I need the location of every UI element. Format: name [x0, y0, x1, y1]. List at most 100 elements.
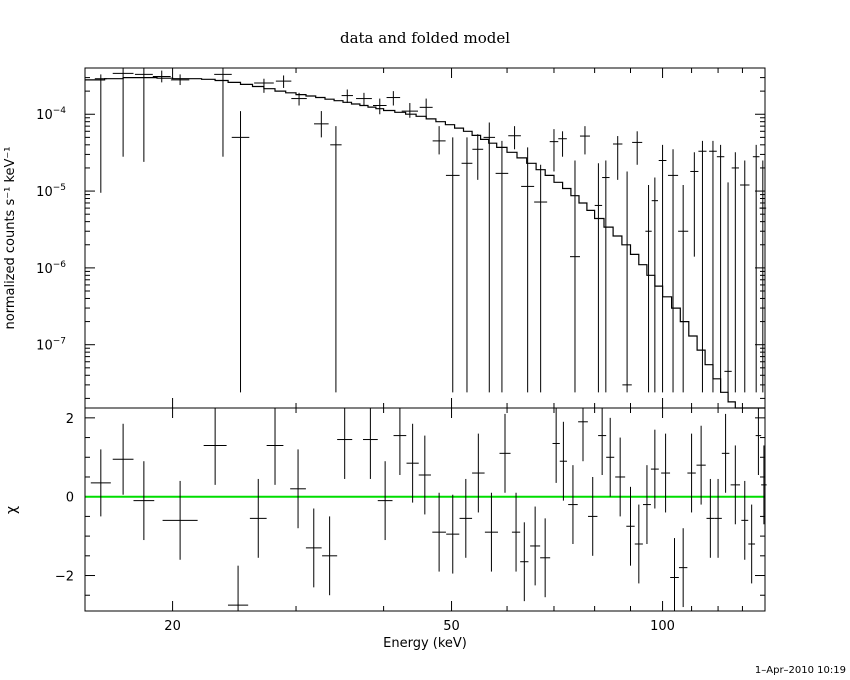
spectrum-data-point	[651, 177, 659, 393]
spectrum-data-point	[94, 74, 107, 193]
x-tick-label: 50	[443, 619, 460, 634]
residual-data-point	[227, 565, 249, 611]
spectrum-data-point	[724, 182, 732, 393]
residual-data-point	[568, 465, 578, 544]
spectrum-data-point	[602, 160, 610, 393]
residual-data-point	[741, 480, 749, 560]
residual-data-point	[459, 478, 473, 558]
residual-data-point	[748, 504, 756, 584]
residual-data-point	[714, 478, 722, 558]
residual-data-point	[687, 433, 696, 513]
spectrum-data-point	[341, 89, 353, 104]
spectrum-data-point	[483, 122, 496, 393]
spectrum-data-point	[386, 91, 401, 106]
bottom-panel-frame	[84, 407, 766, 612]
residual-data-point	[755, 408, 762, 476]
residual-data-point	[203, 408, 227, 485]
spectrum-data-point	[549, 129, 559, 172]
spectrum-data-point	[521, 147, 535, 393]
residual-data-point	[615, 437, 626, 517]
residual-data-point	[520, 522, 529, 602]
residual-data-point	[511, 492, 521, 572]
spectrum-data-point	[152, 70, 171, 83]
residual-data-point	[499, 413, 511, 493]
bottom-y-tick-labels: 2 0 −2	[55, 412, 74, 585]
x-tick-label: 100	[650, 619, 675, 634]
residual-data-point	[730, 445, 741, 525]
spectrum-data-point	[419, 98, 433, 118]
residual-data-point	[606, 417, 615, 497]
x-tick-labels: 20 50 100	[164, 619, 675, 634]
bottom-y-tick-label: 0	[66, 491, 74, 506]
spectrum-data-point	[214, 68, 232, 157]
spectrum-data-point	[632, 131, 643, 165]
spectrum-data-point	[534, 164, 548, 393]
residual-data-point	[661, 433, 671, 513]
spectrum-data-point	[678, 184, 689, 393]
spectrum-data-point	[170, 74, 190, 86]
spectrum-data-point	[461, 137, 473, 393]
residual-panel: 20−2 20 50 100 χ Energy (keV)	[4, 407, 767, 651]
residual-data-point	[337, 408, 353, 479]
residual-data-point	[484, 492, 498, 572]
spectrum-data-point	[372, 98, 387, 115]
residual-data-point	[406, 423, 419, 503]
residual-data-point	[650, 429, 659, 509]
residual-data-point	[761, 445, 767, 525]
residual-data-point	[642, 465, 651, 544]
spectrum-data-point	[645, 184, 652, 393]
residual-data-point	[552, 408, 560, 483]
spectrum-data-points	[94, 68, 767, 393]
spectrum-data-point	[472, 134, 484, 180]
residual-data-point	[446, 494, 460, 574]
bottom-y-axis-label: χ	[4, 506, 20, 514]
spectrum-data-point	[698, 140, 707, 393]
bottom-y-tick-label: 2	[66, 412, 74, 427]
spectrum-data-point	[231, 111, 250, 393]
top-y-tick-label: 10−7	[36, 337, 66, 354]
spectrum-data-point	[134, 68, 153, 162]
residual-data-point	[393, 408, 407, 476]
spectrum-data-point	[709, 140, 717, 393]
spectrum-data-point	[752, 144, 760, 393]
spectrum-data-point	[613, 136, 623, 180]
residual-data-points	[90, 408, 767, 611]
spectrum-data-point	[731, 152, 739, 393]
spectrum-data-point	[495, 140, 509, 393]
timestamp: 1–Apr–2010 10:19	[755, 665, 846, 676]
x-tick-label: 20	[164, 619, 181, 634]
residual-data-point	[377, 461, 393, 541]
residual-data-point	[721, 413, 730, 493]
residual-data-point	[670, 538, 679, 611]
residual-data-point	[696, 425, 706, 505]
residual-data-point	[133, 461, 155, 541]
spectrum-data-point	[445, 137, 460, 393]
residual-data-point	[162, 480, 198, 560]
residual-data-point	[249, 478, 267, 558]
spectrum-data-point	[356, 92, 372, 106]
x-axis-label: Energy (keV)	[383, 636, 467, 651]
residual-data-point	[634, 504, 643, 584]
residual-data-point	[626, 486, 635, 566]
residual-data-point	[90, 449, 111, 517]
spectrum-data-point	[112, 68, 134, 157]
residual-data-point	[472, 433, 485, 513]
top-y-tick-labels: 10−4 10−5 10−6 10−7	[36, 106, 66, 353]
residual-data-point	[112, 423, 134, 495]
spectrum-data-point	[716, 144, 725, 393]
top-y-tick-label: 10−4	[36, 106, 66, 123]
residual-data-point	[530, 506, 541, 586]
spectrum-data-point	[740, 160, 750, 393]
spectrum-data-point	[622, 171, 632, 393]
spectrum-data-point	[569, 160, 580, 393]
spectrum-data-point	[579, 126, 590, 155]
spectrum-data-point	[254, 78, 274, 93]
residual-data-point	[578, 408, 588, 462]
chart-title: data and folded model	[340, 29, 510, 47]
spectrum-data-point	[291, 92, 307, 106]
residual-data-point	[432, 492, 446, 572]
spectrum-panel: 10−4 10−5 10−6 10−7 normalized counts s⁻¹ k…	[3, 67, 767, 409]
spectrum-data-point	[330, 126, 342, 393]
bottom-y-tick-label: −2	[55, 570, 74, 585]
